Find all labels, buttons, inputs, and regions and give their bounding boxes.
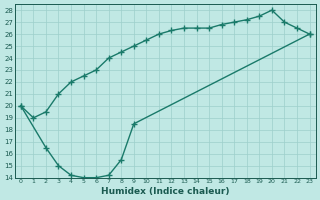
X-axis label: Humidex (Indice chaleur): Humidex (Indice chaleur) — [101, 187, 229, 196]
